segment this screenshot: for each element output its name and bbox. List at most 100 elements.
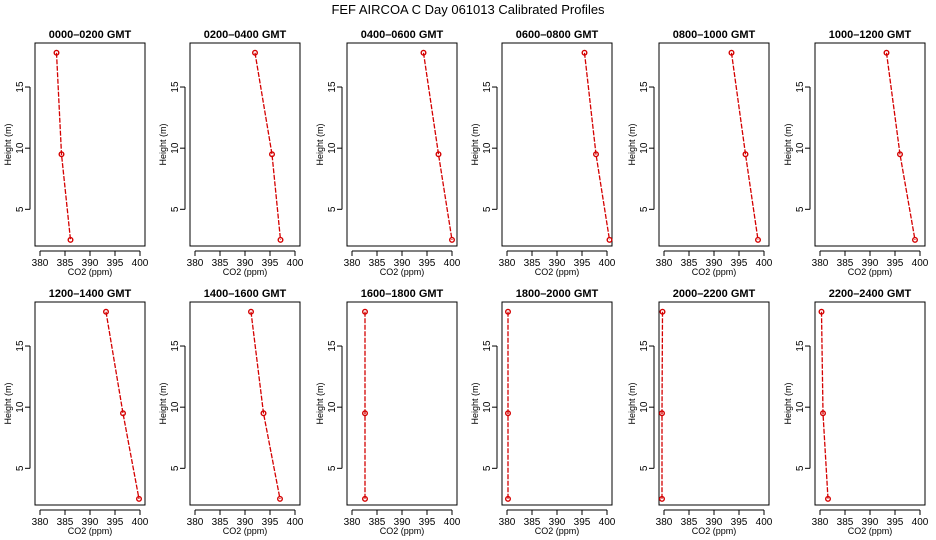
data-point xyxy=(593,151,600,158)
y-tick-label: 10 xyxy=(482,401,493,413)
plot-frame xyxy=(501,301,613,506)
plot-frame xyxy=(658,301,770,506)
x-tick-label: 380 xyxy=(344,258,361,269)
data-point xyxy=(581,49,588,56)
panel-title: 1800–2000 GMT xyxy=(516,288,599,300)
x-tick-label: 400 xyxy=(912,258,929,269)
x-axis-label: CO2 (ppm) xyxy=(68,267,113,277)
data-point xyxy=(742,151,749,158)
x-axis-label: CO2 (ppm) xyxy=(380,526,425,536)
y-axis-label: Height (m) xyxy=(783,123,793,165)
x-tick-label: 385 xyxy=(369,258,386,269)
data-point xyxy=(435,151,442,158)
y-axis-label: Height (m) xyxy=(315,382,325,424)
x-tick-label: 395 xyxy=(731,517,748,528)
x-tick-label: 400 xyxy=(756,258,773,269)
profile-line xyxy=(105,311,140,500)
panel-3: 0400–0600 GMT 380 385 390 395 400 CO2 (ppm) 5 10… xyxy=(315,29,461,277)
data-point xyxy=(728,49,735,56)
x-tick-label: 400 xyxy=(912,517,929,528)
profile-line xyxy=(250,311,281,500)
x-tick-label: 400 xyxy=(287,258,304,269)
y-tick-label: 10 xyxy=(482,142,493,154)
plot-frame xyxy=(189,42,301,247)
plot-frame xyxy=(34,42,146,247)
profile-line xyxy=(55,52,72,240)
y-axis-label: Height (m) xyxy=(158,382,168,424)
x-tick-label: 380 xyxy=(499,517,516,528)
x-axis-label: CO2 (ppm) xyxy=(848,267,893,277)
data-point xyxy=(897,151,904,158)
y-tick-label: 5 xyxy=(170,465,181,471)
y-tick-label: 15 xyxy=(639,81,650,93)
x-tick-label: 390 xyxy=(394,517,411,528)
panel-12: 2200–2400 GMT 380 385 390 395 400 CO2 (ppm) 5 10… xyxy=(783,288,929,536)
data-point xyxy=(247,308,254,315)
panel-title: 0800–1000 GMT xyxy=(673,29,756,41)
x-tick-label: 395 xyxy=(574,517,591,528)
x-tick-label: 390 xyxy=(82,258,99,269)
panel-title: 0200–0400 GMT xyxy=(204,29,287,41)
y-tick-label: 5 xyxy=(15,465,26,471)
data-point xyxy=(883,49,890,56)
x-tick-label: 380 xyxy=(187,258,204,269)
x-tick-label: 380 xyxy=(32,517,49,528)
data-point xyxy=(102,308,109,315)
y-axis-label: Height (m) xyxy=(3,123,13,165)
panel-title: 0000–0200 GMT xyxy=(49,29,132,41)
profile-line xyxy=(661,311,664,499)
panel-9: 1600–1800 GMT 380 385 390 395 400 CO2 (ppm) 5 10… xyxy=(315,288,461,536)
data-point xyxy=(912,236,919,243)
y-tick-label: 15 xyxy=(15,81,26,93)
x-tick-label: 380 xyxy=(656,258,673,269)
x-tick-label: 385 xyxy=(837,517,854,528)
data-point xyxy=(659,410,666,417)
panel-5: 0800–1000 GMT 380 385 390 395 400 CO2 (ppm) 5 10… xyxy=(627,29,773,277)
y-tick-label: 15 xyxy=(170,81,181,93)
x-axis-label: CO2 (ppm) xyxy=(223,526,268,536)
x-tick-label: 380 xyxy=(812,258,829,269)
profile-line xyxy=(885,52,916,241)
panel-title: 0600–0800 GMT xyxy=(516,29,599,41)
data-point xyxy=(53,49,60,56)
y-tick-label: 15 xyxy=(795,81,806,93)
data-point xyxy=(755,236,762,243)
x-tick-label: 395 xyxy=(419,517,436,528)
y-axis-label: Height (m) xyxy=(470,123,480,165)
plot-frame xyxy=(658,42,770,247)
x-tick-label: 390 xyxy=(549,258,566,269)
data-point xyxy=(818,308,825,315)
x-axis-label: CO2 (ppm) xyxy=(535,267,580,277)
x-tick-label: 395 xyxy=(887,258,904,269)
x-tick-label: 380 xyxy=(32,258,49,269)
x-tick-label: 395 xyxy=(887,517,904,528)
x-tick-label: 390 xyxy=(237,517,254,528)
panel-1: 0000–0200 GMT 380 385 390 395 400 CO2 (ppm) 5 10… xyxy=(3,29,149,277)
data-point xyxy=(505,410,512,417)
panel-10: 1800–2000 GMT 380 385 390 395 400 CO2 (ppm) 5 10… xyxy=(470,288,616,536)
y-axis-label: Height (m) xyxy=(315,123,325,165)
x-axis-label: CO2 (ppm) xyxy=(848,526,893,536)
y-tick-label: 10 xyxy=(327,142,338,154)
x-tick-label: 395 xyxy=(262,517,279,528)
x-tick-label: 390 xyxy=(394,258,411,269)
data-point xyxy=(251,49,258,56)
y-tick-label: 5 xyxy=(482,465,493,471)
plot-frame xyxy=(346,301,458,506)
data-point xyxy=(825,495,832,502)
y-axis-label: Height (m) xyxy=(3,382,13,424)
x-axis-label: CO2 (ppm) xyxy=(223,267,268,277)
data-point xyxy=(58,151,65,158)
y-tick-label: 10 xyxy=(15,142,26,154)
data-point xyxy=(505,495,512,502)
panel-8: 1400–1600 GMT 380 385 390 395 400 CO2 (ppm) 5 10… xyxy=(158,288,304,536)
data-point xyxy=(659,308,666,315)
y-tick-label: 10 xyxy=(15,401,26,413)
x-axis-label: CO2 (ppm) xyxy=(692,267,737,277)
x-tick-label: 395 xyxy=(419,258,436,269)
x-tick-label: 385 xyxy=(837,258,854,269)
x-tick-label: 400 xyxy=(132,517,149,528)
x-tick-label: 395 xyxy=(107,517,124,528)
panel-7: 1200–1400 GMT 380 385 390 395 400 CO2 (ppm) 5 10… xyxy=(3,288,149,536)
